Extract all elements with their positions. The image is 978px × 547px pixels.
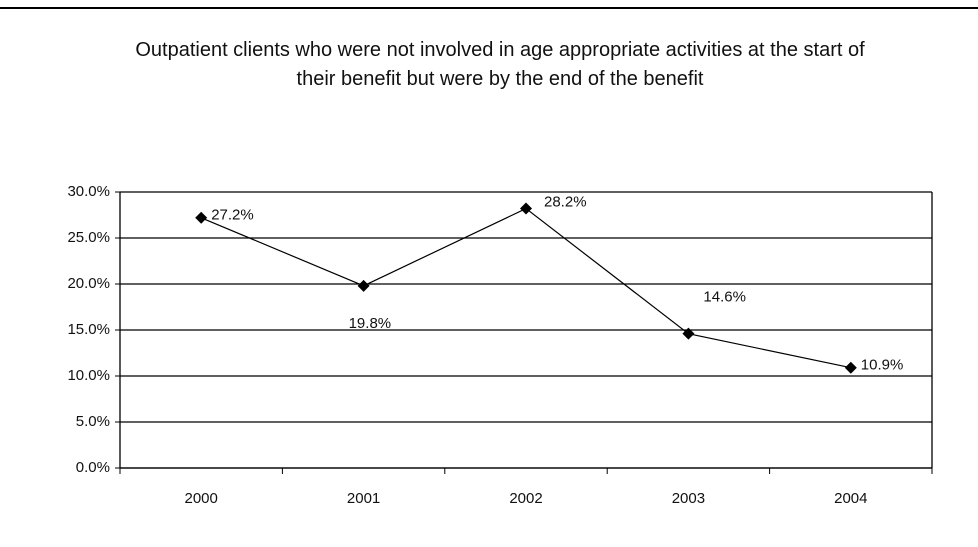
marker	[682, 327, 695, 340]
marker	[844, 361, 857, 374]
y-tick-label: 30.0%	[67, 183, 110, 200]
data-label: 19.8%	[349, 315, 392, 332]
y-tick-label: 25.0%	[67, 229, 110, 246]
y-tick-label: 5.0%	[76, 413, 110, 430]
data-label: 10.9%	[861, 357, 904, 374]
y-tick-label: 20.0%	[67, 275, 110, 292]
y-tick-label: 0.0%	[76, 459, 110, 476]
x-tick-label: 2001	[347, 490, 380, 507]
data-label: 28.2%	[544, 194, 587, 211]
y-tick-label: 15.0%	[67, 321, 110, 338]
y-tick-label: 10.0%	[67, 367, 110, 384]
line	[200, 207, 851, 369]
x-tick-label: 2003	[672, 490, 705, 507]
x-tick-label: 2004	[834, 490, 867, 507]
marker	[520, 202, 532, 215]
data-label: 14.6%	[703, 289, 746, 306]
marker	[357, 279, 370, 292]
x-tick-label: 2002	[509, 490, 542, 507]
x-tick-label: 2000	[185, 490, 218, 507]
marker	[195, 211, 208, 224]
chart-title: Outpatient clients who were not involved…	[135, 39, 865, 90]
data-label: 27.2%	[211, 207, 254, 224]
